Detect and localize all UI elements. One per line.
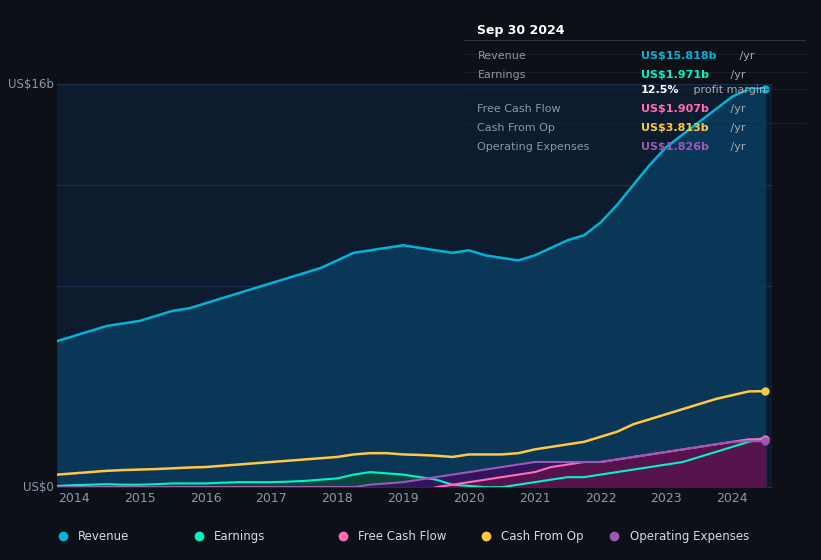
Text: Free Cash Flow: Free Cash Flow [358,530,446,543]
Text: /yr: /yr [736,51,755,61]
Text: /yr: /yr [727,70,745,80]
Text: US$1.826b: US$1.826b [641,142,709,152]
Text: Revenue: Revenue [478,51,526,61]
Text: Sep 30 2024: Sep 30 2024 [478,24,565,37]
Text: Earnings: Earnings [214,530,265,543]
Text: Cash From Op: Cash From Op [478,123,555,133]
Text: US$0: US$0 [23,480,54,494]
Text: Earnings: Earnings [478,70,526,80]
Text: 12.5%: 12.5% [641,85,680,95]
Text: Operating Expenses: Operating Expenses [478,142,589,152]
Text: US$16b: US$16b [8,77,54,91]
Text: Free Cash Flow: Free Cash Flow [478,104,561,114]
Text: US$3.813b: US$3.813b [641,123,709,133]
Text: US$1.907b: US$1.907b [641,104,709,114]
Text: Revenue: Revenue [78,530,130,543]
Text: /yr: /yr [727,104,745,114]
Text: /yr: /yr [727,123,745,133]
Text: /yr: /yr [727,142,745,152]
Text: US$1.971b: US$1.971b [641,70,709,80]
Text: profit margin: profit margin [690,85,767,95]
Text: US$15.818b: US$15.818b [641,51,717,61]
Text: Cash From Op: Cash From Op [501,530,584,543]
Text: Operating Expenses: Operating Expenses [630,530,749,543]
